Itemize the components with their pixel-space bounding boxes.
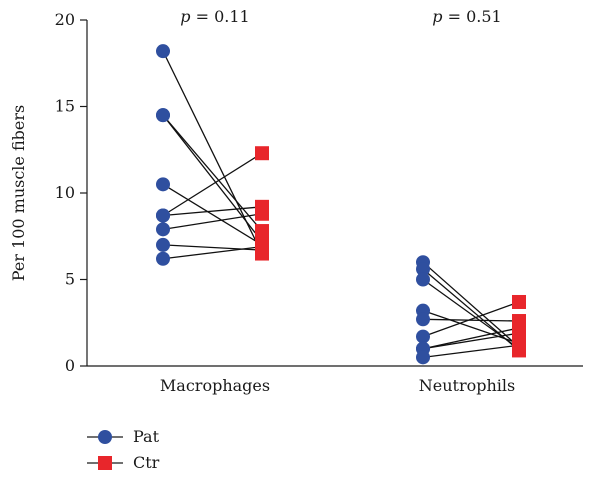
pat-point [416, 350, 430, 365]
p-value-label: p = 0.51 [432, 7, 501, 26]
pair-line [162, 183, 263, 246]
pat-point [416, 262, 430, 277]
pair-line [162, 152, 263, 217]
pair-line [422, 332, 520, 350]
pair-line [422, 327, 520, 350]
pair-line [162, 244, 263, 251]
y-tick-label: 20 [55, 10, 75, 29]
y-tick-label: 10 [55, 183, 75, 202]
y-tick-label: 0 [65, 356, 75, 375]
ctr-point [255, 239, 269, 254]
legend-label: Ctr [133, 453, 160, 472]
x-category-label: Macrophages [160, 376, 270, 395]
pair-line [162, 206, 263, 217]
ctr-point [255, 146, 269, 161]
pat-point [416, 272, 430, 287]
legend: Pat Ctr [87, 427, 160, 472]
pat-point [156, 222, 170, 237]
y-axis-label: Per 100 muscle fibers [9, 105, 28, 281]
pair-line [422, 301, 520, 338]
pat-point [156, 44, 170, 59]
legend-label: Pat [133, 427, 160, 446]
legend-marker-ctr [98, 456, 112, 470]
pat-point [156, 251, 170, 266]
pair-lines [162, 50, 520, 358]
axes: 0 5 10 15 20 Macrophages Neutrophils [55, 10, 583, 395]
y-tick-label: 15 [55, 97, 75, 116]
pair-line [422, 344, 520, 358]
pair-line [422, 318, 520, 322]
p-value-annotations: p = 0.11 p = 0.51 [180, 7, 501, 26]
pat-point [416, 312, 430, 327]
x-category-label: Neutrophils [419, 376, 515, 395]
pat-point [416, 329, 430, 344]
y-tick-label: 5 [65, 270, 75, 289]
pair-line [162, 213, 263, 230]
ctr-point [512, 326, 526, 341]
pair-line [162, 245, 263, 260]
ctr-point [255, 206, 269, 221]
legend-marker-pat [98, 430, 112, 444]
pair-line [162, 114, 263, 232]
pair-line [422, 278, 520, 350]
pair-line [422, 261, 520, 348]
pat-point [156, 237, 170, 252]
pat-point [156, 177, 170, 192]
ctr-point [512, 294, 526, 309]
ctr-point [255, 224, 269, 239]
pat-point [156, 108, 170, 123]
p-value-label: p = 0.11 [180, 7, 249, 26]
pair-line [162, 114, 263, 242]
data-points [156, 44, 526, 365]
pair-line [422, 310, 520, 345]
ctr-point [512, 338, 526, 353]
pat-point [156, 208, 170, 223]
